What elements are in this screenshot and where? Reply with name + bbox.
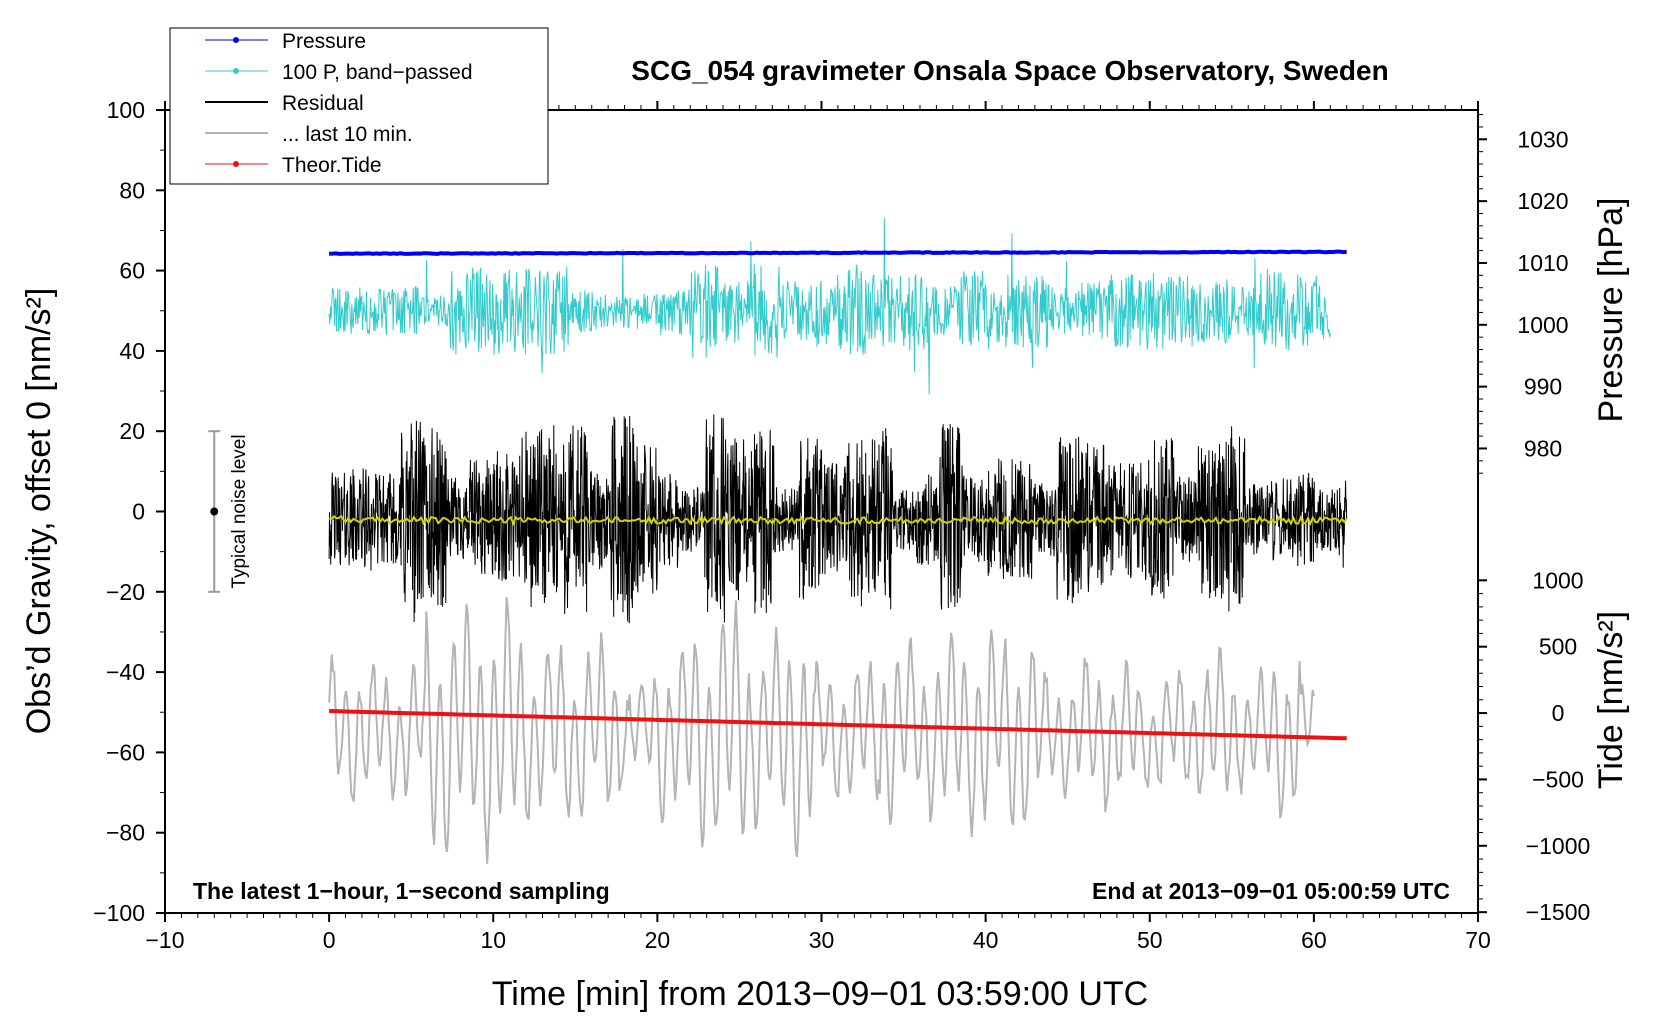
tide-tick-label: −1000: [1526, 833, 1591, 859]
legend: Pressure 100 P, band−passed Residual ...…: [169, 27, 549, 185]
y-tick-label: −100: [93, 900, 145, 926]
noise-bar-center-dot: [210, 507, 219, 516]
series-last-10-min: [328, 597, 1315, 864]
plot-frame: [164, 109, 1479, 914]
legend-label-last-10-min: ... last 10 min.: [282, 123, 413, 146]
tide-axis-title: Tide [nm/s²]: [1592, 611, 1630, 789]
legend-entry-residual: Residual: [205, 92, 364, 115]
legend-label-residual: Residual: [282, 92, 364, 115]
y-tick-label: 40: [119, 338, 145, 364]
series-pressure: [329, 249, 1347, 256]
pressure-axis-title: Pressure [hPa]: [1592, 198, 1630, 423]
x-tick-label: 0: [323, 927, 336, 953]
ticks-layer: −10 0 10 20 30 40 50 60 70−100−80−60−40−20020406…: [93, 97, 1590, 953]
legend-box: [169, 27, 549, 185]
x-tick-label: 30: [809, 927, 835, 953]
noise-bar-label: Typical noise level: [229, 434, 250, 588]
series-band-passed: [328, 217, 1331, 395]
pressure-tick-label: 980: [1524, 435, 1562, 461]
x-tick-label: 70: [1465, 927, 1491, 953]
legend-label-bandpassed: 100 P, band−passed: [282, 61, 473, 84]
y-tick-label: −20: [106, 579, 145, 605]
tide-tick-label: 0: [1552, 700, 1565, 726]
y-tick-label: 80: [119, 177, 145, 203]
tide-tick-label: −1500: [1526, 899, 1591, 925]
x-tick-label: 20: [645, 927, 671, 953]
y-tick-label: −40: [106, 659, 145, 685]
data-layer: Typical noise level: [208, 217, 1348, 864]
series-theor-tide: [329, 709, 1347, 741]
y-tick-label: 0: [132, 499, 145, 525]
pressure-tick-label: 990: [1524, 374, 1562, 400]
legend-label-theor-tide: Theor.Tide: [282, 154, 382, 177]
series-running-mean: [329, 514, 1348, 527]
legend-entry-pressure: Pressure: [205, 30, 366, 53]
x-tick-label: 60: [1301, 927, 1327, 953]
tide-tick-label: −500: [1532, 766, 1584, 792]
y-tick-label: −60: [106, 739, 145, 765]
legend-entry-last-10-min: ... last 10 min.: [205, 123, 413, 146]
tide-tick-label: 500: [1539, 634, 1577, 660]
series-residual: [328, 414, 1348, 624]
pressure-tick-label: 1030: [1517, 126, 1568, 152]
x-tick-label: −10: [145, 927, 184, 953]
y-tick-label: 100: [107, 97, 145, 123]
x-tick-label: 50: [1137, 927, 1163, 953]
y-tick-label: −80: [106, 820, 145, 846]
x-axis-title: Time [min] from 2013−09−01 03:59:00 UTC: [492, 975, 1148, 1013]
x-tick-label: 40: [973, 927, 999, 953]
pressure-tick-label: 1020: [1517, 188, 1568, 214]
pressure-tick-label: 1010: [1517, 250, 1568, 276]
y-tick-label: 20: [119, 418, 145, 444]
chart-title: SCG_054 gravimeter Onsala Space Observat…: [631, 55, 1388, 86]
noise-level-bar: Typical noise level: [208, 430, 250, 593]
legend-entry-theor-tide: Theor.Tide: [205, 154, 382, 177]
end-time-note: End at 2013−09−01 05:00:59 UTC: [1092, 878, 1450, 904]
y-tick-label: 60: [119, 258, 145, 284]
pressure-tick-label: 1000: [1517, 312, 1568, 338]
legend-entry-bandpassed: 100 P, band−passed: [205, 61, 473, 84]
legend-label-pressure: Pressure: [282, 30, 366, 53]
tide-tick-label: 1000: [1532, 567, 1583, 593]
x-tick-label: 10: [480, 927, 506, 953]
sampling-note: The latest 1−hour, 1−second sampling: [193, 878, 610, 904]
y-axis-title-left: Obs’d Gravity, offset 0 [nm/s²]: [20, 288, 58, 735]
